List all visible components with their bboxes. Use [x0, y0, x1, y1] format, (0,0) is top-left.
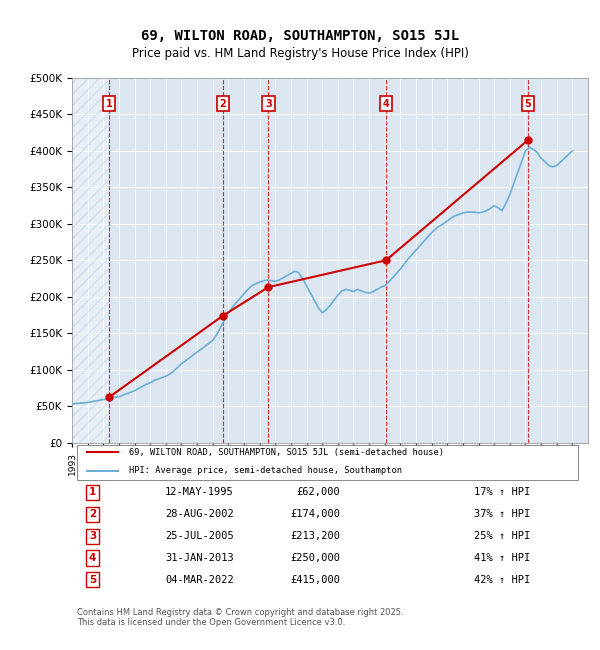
Point — [104, 392, 114, 402]
Text: 4: 4 — [89, 553, 97, 563]
Text: 2: 2 — [220, 99, 226, 109]
Text: £250,000: £250,000 — [290, 553, 340, 563]
Text: 31-JAN-2013: 31-JAN-2013 — [165, 553, 233, 563]
FancyBboxPatch shape — [77, 445, 578, 480]
Text: 3: 3 — [89, 531, 96, 541]
Text: 37% ↑ HPI: 37% ↑ HPI — [475, 509, 531, 519]
Text: HPI: Average price, semi-detached house, Southampton: HPI: Average price, semi-detached house,… — [129, 466, 402, 475]
Text: 25-JUL-2005: 25-JUL-2005 — [165, 531, 233, 541]
Text: £174,000: £174,000 — [290, 509, 340, 519]
Text: 04-MAR-2022: 04-MAR-2022 — [165, 575, 233, 585]
Bar — [72, 78, 109, 443]
Point — [218, 311, 227, 321]
Text: £213,200: £213,200 — [290, 531, 340, 541]
Point — [263, 282, 273, 293]
Point — [381, 255, 391, 265]
Text: £62,000: £62,000 — [296, 488, 340, 497]
Text: 12-MAY-1995: 12-MAY-1995 — [165, 488, 233, 497]
Text: 42% ↑ HPI: 42% ↑ HPI — [475, 575, 531, 585]
Text: £415,000: £415,000 — [290, 575, 340, 585]
Text: Price paid vs. HM Land Registry's House Price Index (HPI): Price paid vs. HM Land Registry's House … — [131, 47, 469, 60]
Point — [523, 135, 533, 145]
Text: 5: 5 — [89, 575, 96, 585]
Text: 4: 4 — [383, 99, 389, 109]
Text: 5: 5 — [525, 99, 532, 109]
Text: 25% ↑ HPI: 25% ↑ HPI — [475, 531, 531, 541]
Text: 17% ↑ HPI: 17% ↑ HPI — [475, 488, 531, 497]
Text: 69, WILTON ROAD, SOUTHAMPTON, SO15 5JL: 69, WILTON ROAD, SOUTHAMPTON, SO15 5JL — [141, 29, 459, 44]
Text: 41% ↑ HPI: 41% ↑ HPI — [475, 553, 531, 563]
Text: 28-AUG-2002: 28-AUG-2002 — [165, 509, 233, 519]
Text: 1: 1 — [89, 488, 96, 497]
Text: 2: 2 — [89, 509, 96, 519]
Text: 3: 3 — [265, 99, 272, 109]
Text: Contains HM Land Registry data © Crown copyright and database right 2025.
This d: Contains HM Land Registry data © Crown c… — [77, 608, 404, 627]
Text: 1: 1 — [106, 99, 112, 109]
Text: 69, WILTON ROAD, SOUTHAMPTON, SO15 5JL (semi-detached house): 69, WILTON ROAD, SOUTHAMPTON, SO15 5JL (… — [129, 448, 444, 457]
